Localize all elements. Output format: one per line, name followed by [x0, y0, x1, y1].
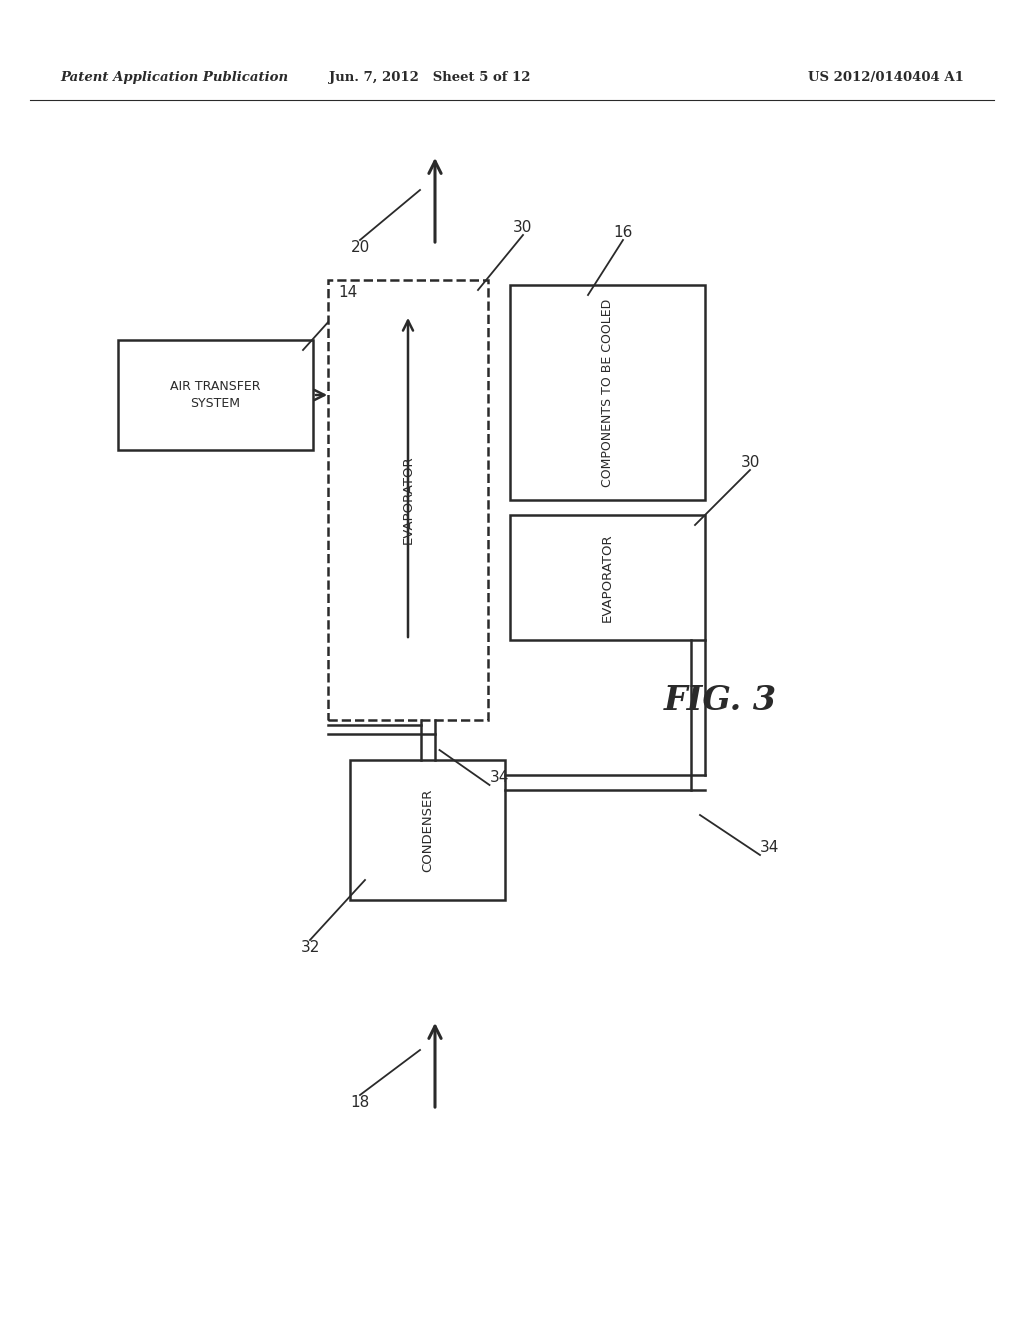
Text: 14: 14: [338, 285, 357, 300]
Text: Patent Application Publication: Patent Application Publication: [60, 71, 288, 84]
Text: FIG. 3: FIG. 3: [664, 684, 776, 717]
Text: COMPONENTS TO BE COOLED: COMPONENTS TO BE COOLED: [601, 298, 614, 487]
Text: EVAPORATOR: EVAPORATOR: [401, 455, 415, 544]
Text: 30: 30: [740, 455, 760, 470]
Text: 34: 34: [760, 840, 779, 855]
Text: Jun. 7, 2012   Sheet 5 of 12: Jun. 7, 2012 Sheet 5 of 12: [330, 71, 530, 84]
Text: 18: 18: [350, 1096, 370, 1110]
Bar: [350, 760, 505, 900]
Text: US 2012/0140404 A1: US 2012/0140404 A1: [808, 71, 964, 84]
Text: 32: 32: [300, 940, 319, 954]
Bar: [510, 285, 705, 500]
Bar: [118, 341, 313, 450]
Text: 16: 16: [613, 224, 633, 240]
Text: 34: 34: [489, 770, 509, 785]
Text: CONDENSER: CONDENSER: [421, 788, 434, 871]
Text: 20: 20: [350, 240, 370, 255]
Text: EVAPORATOR: EVAPORATOR: [601, 533, 614, 622]
Text: 30: 30: [513, 220, 532, 235]
Text: AIR TRANSFER
SYSTEM: AIR TRANSFER SYSTEM: [170, 380, 261, 411]
Bar: [510, 515, 705, 640]
Bar: [328, 280, 488, 719]
